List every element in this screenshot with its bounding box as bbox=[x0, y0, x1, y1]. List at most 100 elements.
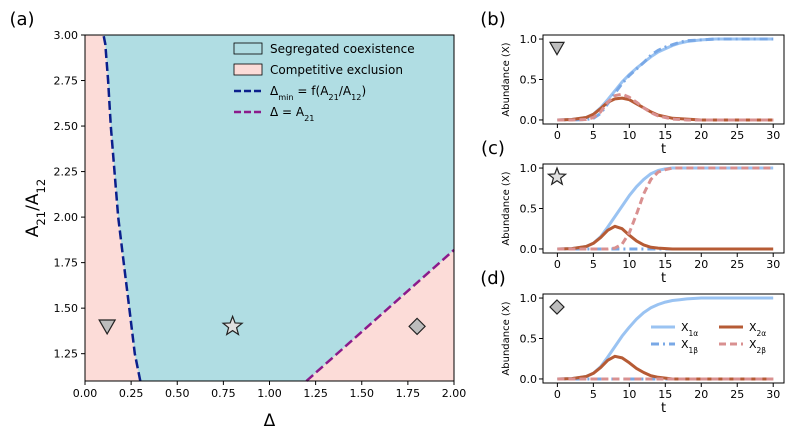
y-tick-label: 1.0 bbox=[520, 33, 538, 46]
y-tick-label: 0.0 bbox=[520, 373, 538, 386]
x-tick-label-a: 0.75 bbox=[211, 387, 236, 400]
boundary-curve-1 bbox=[102, 34, 142, 382]
marker-diamond bbox=[549, 299, 565, 315]
y-tick-label: 0.0 bbox=[520, 243, 538, 256]
series-x2b bbox=[557, 92, 774, 122]
y-axis-label-a-part: A bbox=[23, 225, 43, 237]
y-tick-label-a: 2.25 bbox=[54, 166, 79, 179]
series-x1a bbox=[557, 37, 774, 122]
y-tick-label: 0.5 bbox=[520, 333, 538, 346]
legend-label-4-part: 21 bbox=[304, 113, 314, 123]
x-tick-label: 15 bbox=[658, 388, 672, 401]
series-x1a bbox=[557, 166, 774, 251]
legend-label-3-part: 21 bbox=[328, 92, 338, 102]
x-tick-label: 20 bbox=[694, 258, 708, 271]
legend-label-3-part: ) bbox=[361, 84, 366, 98]
y-tick-label-a: 1.25 bbox=[54, 348, 79, 361]
legend-label-1: Segregated coexistence bbox=[270, 42, 415, 56]
legend-label-x2b-part: X bbox=[749, 338, 757, 351]
boundary-curve-2 bbox=[305, 248, 455, 382]
x-tick-label-a: 1.25 bbox=[303, 387, 328, 400]
legend-label-3-part: = f(A bbox=[294, 84, 330, 98]
y-tick-label-a: 1.50 bbox=[54, 302, 79, 315]
legend-label-2: Competitive exclusion bbox=[270, 63, 403, 77]
x-tick-label: 0 bbox=[554, 129, 561, 142]
y-axis-label-a-part: 21 bbox=[34, 211, 48, 226]
panel-label: (b) bbox=[480, 9, 505, 30]
axes-frame bbox=[542, 293, 785, 384]
panel-b: (b) 0 5 10 15 20 25 30 0.0 0.5 1.0 t Abundance (X) bbox=[480, 9, 785, 157]
x-axis-label: t bbox=[661, 271, 666, 286]
x-tick-label: 25 bbox=[730, 258, 744, 271]
legend-label-3-part: /A bbox=[339, 84, 352, 98]
y-tick-label: 0.5 bbox=[520, 74, 538, 87]
series-x1a bbox=[557, 296, 774, 381]
y-axis-label-a-part: /A bbox=[23, 193, 43, 211]
legend-label-4-part: Δ = A bbox=[270, 105, 305, 119]
y-axis-label-a: A21/A12 bbox=[23, 179, 48, 237]
x-tick-label: 0 bbox=[554, 388, 561, 401]
x-tick-label: 5 bbox=[590, 129, 597, 142]
legend-label-x1a-part: X bbox=[681, 321, 689, 334]
series-x2a bbox=[557, 354, 774, 381]
legend-label-x1a-part: 1α bbox=[689, 329, 699, 338]
x-tick-label: 15 bbox=[658, 258, 672, 271]
y-tick-label: 0.5 bbox=[520, 203, 538, 216]
x-tick-label: 0 bbox=[554, 258, 561, 271]
x-tick-label-a: 0.50 bbox=[165, 387, 190, 400]
marker-diamond bbox=[408, 317, 426, 336]
y-axis-label: Abundance (X) bbox=[501, 171, 512, 245]
y-tick-label: 1.0 bbox=[520, 292, 538, 305]
marker-star bbox=[221, 314, 244, 336]
panel-label-a: (a) bbox=[9, 9, 34, 30]
region-competitive-exclusion-left bbox=[85, 35, 141, 381]
panel-label: (d) bbox=[480, 268, 505, 289]
panel-c: (c) 0 5 10 15 20 25 30 0.0 0.5 1.0 t Abundance (X) bbox=[481, 138, 785, 286]
x-tick-label-a: 1.00 bbox=[257, 387, 282, 400]
legend-label-x1b-part: X bbox=[681, 338, 689, 351]
y-axis-label: Abundance (X) bbox=[501, 42, 512, 116]
legend-label-x2a-part: 2α bbox=[757, 329, 767, 338]
y-axis-label-a-part: 12 bbox=[34, 179, 48, 194]
legend-label-x1a: X1α bbox=[681, 321, 698, 338]
x-tick-label: 20 bbox=[694, 388, 708, 401]
series-x1b bbox=[557, 37, 774, 122]
axes-frame bbox=[542, 163, 785, 254]
legend-label-3-part: min bbox=[278, 92, 293, 102]
x-tick-label: 10 bbox=[622, 258, 636, 271]
marker-triangle-down bbox=[548, 41, 566, 56]
x-tick-label: 15 bbox=[658, 129, 672, 142]
legend-swatch-2 bbox=[233, 63, 263, 76]
x-tick-label: 30 bbox=[766, 258, 780, 271]
x-tick-label: 25 bbox=[730, 388, 744, 401]
x-tick-label: 20 bbox=[694, 129, 708, 142]
x-axis-label: t bbox=[661, 401, 666, 416]
x-axis-label: t bbox=[661, 142, 666, 157]
x-tick-label: 5 bbox=[590, 258, 597, 271]
x-tick-label-a: 0.00 bbox=[73, 387, 98, 400]
legend-label-x2b-part: 2β bbox=[757, 346, 767, 355]
marker-star bbox=[546, 166, 568, 186]
x-tick-label: 10 bbox=[622, 388, 636, 401]
y-axis-label: Abundance (X) bbox=[501, 301, 512, 375]
x-tick-label: 5 bbox=[590, 388, 597, 401]
y-tick-label-a: 1.75 bbox=[54, 257, 79, 270]
legend-label-x1b-part: 1β bbox=[689, 346, 699, 355]
x-tick-label: 10 bbox=[622, 129, 636, 142]
legend-label-3-part: Δ bbox=[270, 84, 279, 98]
x-tick-label-a: 0.25 bbox=[119, 387, 144, 400]
panel-a: (a) 0.00 0.25 0.50 0.75 1.00 1.25 1.50 1.75 2.00 1… bbox=[9, 9, 466, 431]
legend-label-3: Δmin = f(A21/A12) bbox=[270, 84, 366, 102]
x-tick-label: 25 bbox=[730, 129, 744, 142]
x-axis-label-a: Δ bbox=[264, 411, 276, 431]
legend-label-x2b: X2β bbox=[749, 338, 766, 355]
legend-swatch-1 bbox=[233, 42, 263, 55]
legend-label-x1b: X1β bbox=[681, 338, 698, 355]
x-tick-label: 30 bbox=[766, 129, 780, 142]
y-tick-label: 0.0 bbox=[520, 114, 538, 127]
panel-label: (c) bbox=[481, 138, 505, 159]
legend-label-4: Δ = A21 bbox=[270, 105, 315, 123]
